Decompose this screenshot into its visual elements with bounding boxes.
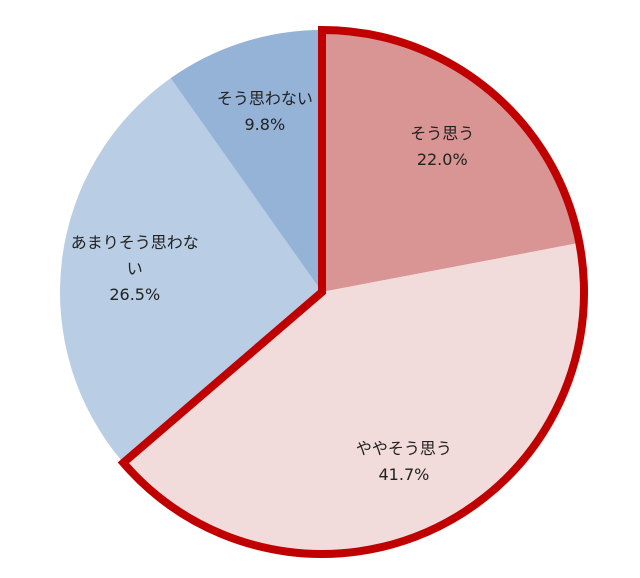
pie-slice	[322, 30, 580, 292]
value-label: 26.5%	[109, 284, 161, 304]
highlight-outline	[117, 25, 588, 558]
category-label: そう思う	[410, 123, 475, 143]
slice-label: そう思わない 9.8%	[200, 86, 330, 138]
pie-slice	[170, 30, 322, 292]
slice-label: そう思う 22.0%	[377, 121, 507, 173]
value-label: 41.7%	[378, 464, 430, 484]
slice-label: ややそう思う 41.7%	[339, 436, 469, 488]
category-label: ややそう思う	[355, 438, 452, 458]
pie-slice	[59, 78, 322, 463]
pie-slice	[123, 242, 585, 554]
category-label: あまりそう思わない	[70, 232, 199, 278]
value-label: 22.0%	[416, 149, 468, 169]
slice-label: あまりそう思わない 26.5%	[70, 230, 200, 308]
category-label: そう思わない	[216, 89, 313, 109]
value-label: 9.8%	[244, 115, 286, 135]
